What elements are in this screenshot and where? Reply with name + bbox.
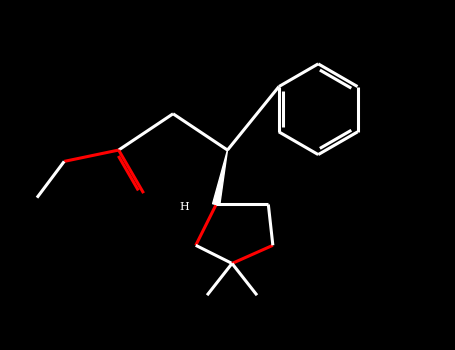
Polygon shape [212, 150, 228, 205]
Text: H: H [180, 202, 189, 212]
